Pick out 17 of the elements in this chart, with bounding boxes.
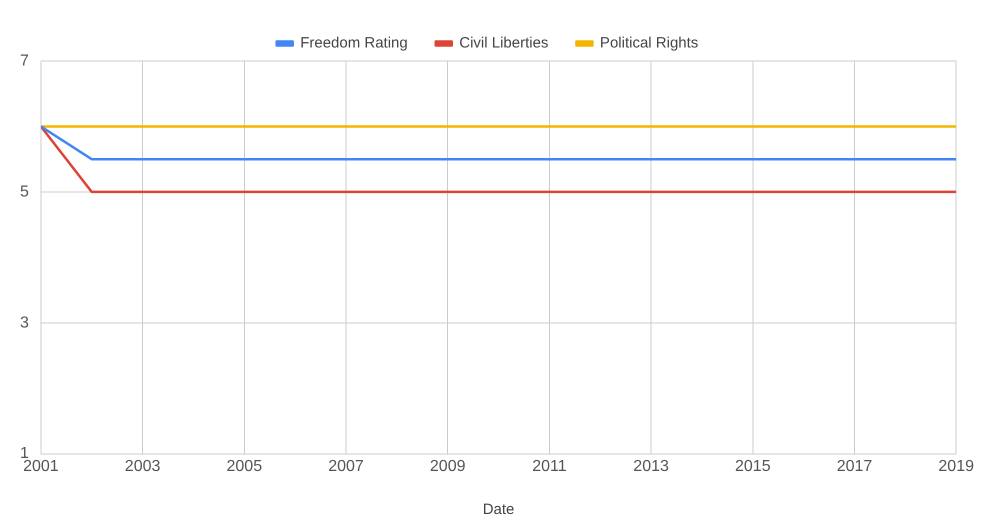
x-axis-title: Date bbox=[482, 501, 514, 518]
legend-label: Civil Liberties bbox=[459, 34, 548, 52]
x-tick-label: 2019 bbox=[938, 458, 974, 475]
x-tick-label: 2005 bbox=[226, 458, 262, 475]
x-tick-label: 2013 bbox=[633, 458, 669, 475]
y-tick-label: 5 bbox=[20, 183, 29, 200]
legend-label: Freedom Rating bbox=[300, 34, 408, 52]
x-tick-label: 2009 bbox=[430, 458, 466, 475]
y-tick-label: 7 bbox=[20, 52, 29, 70]
legend-label: Political Rights bbox=[600, 34, 698, 52]
x-tick-label: 2007 bbox=[328, 458, 364, 475]
x-tick-label: 2003 bbox=[124, 458, 160, 475]
x-tick-label: 2011 bbox=[532, 458, 567, 475]
x-tick-label: 2001 bbox=[23, 458, 59, 475]
y-tick-label: 3 bbox=[20, 314, 29, 332]
x-tick-label: 2015 bbox=[735, 458, 771, 475]
x-tick-label: 2017 bbox=[836, 458, 872, 475]
